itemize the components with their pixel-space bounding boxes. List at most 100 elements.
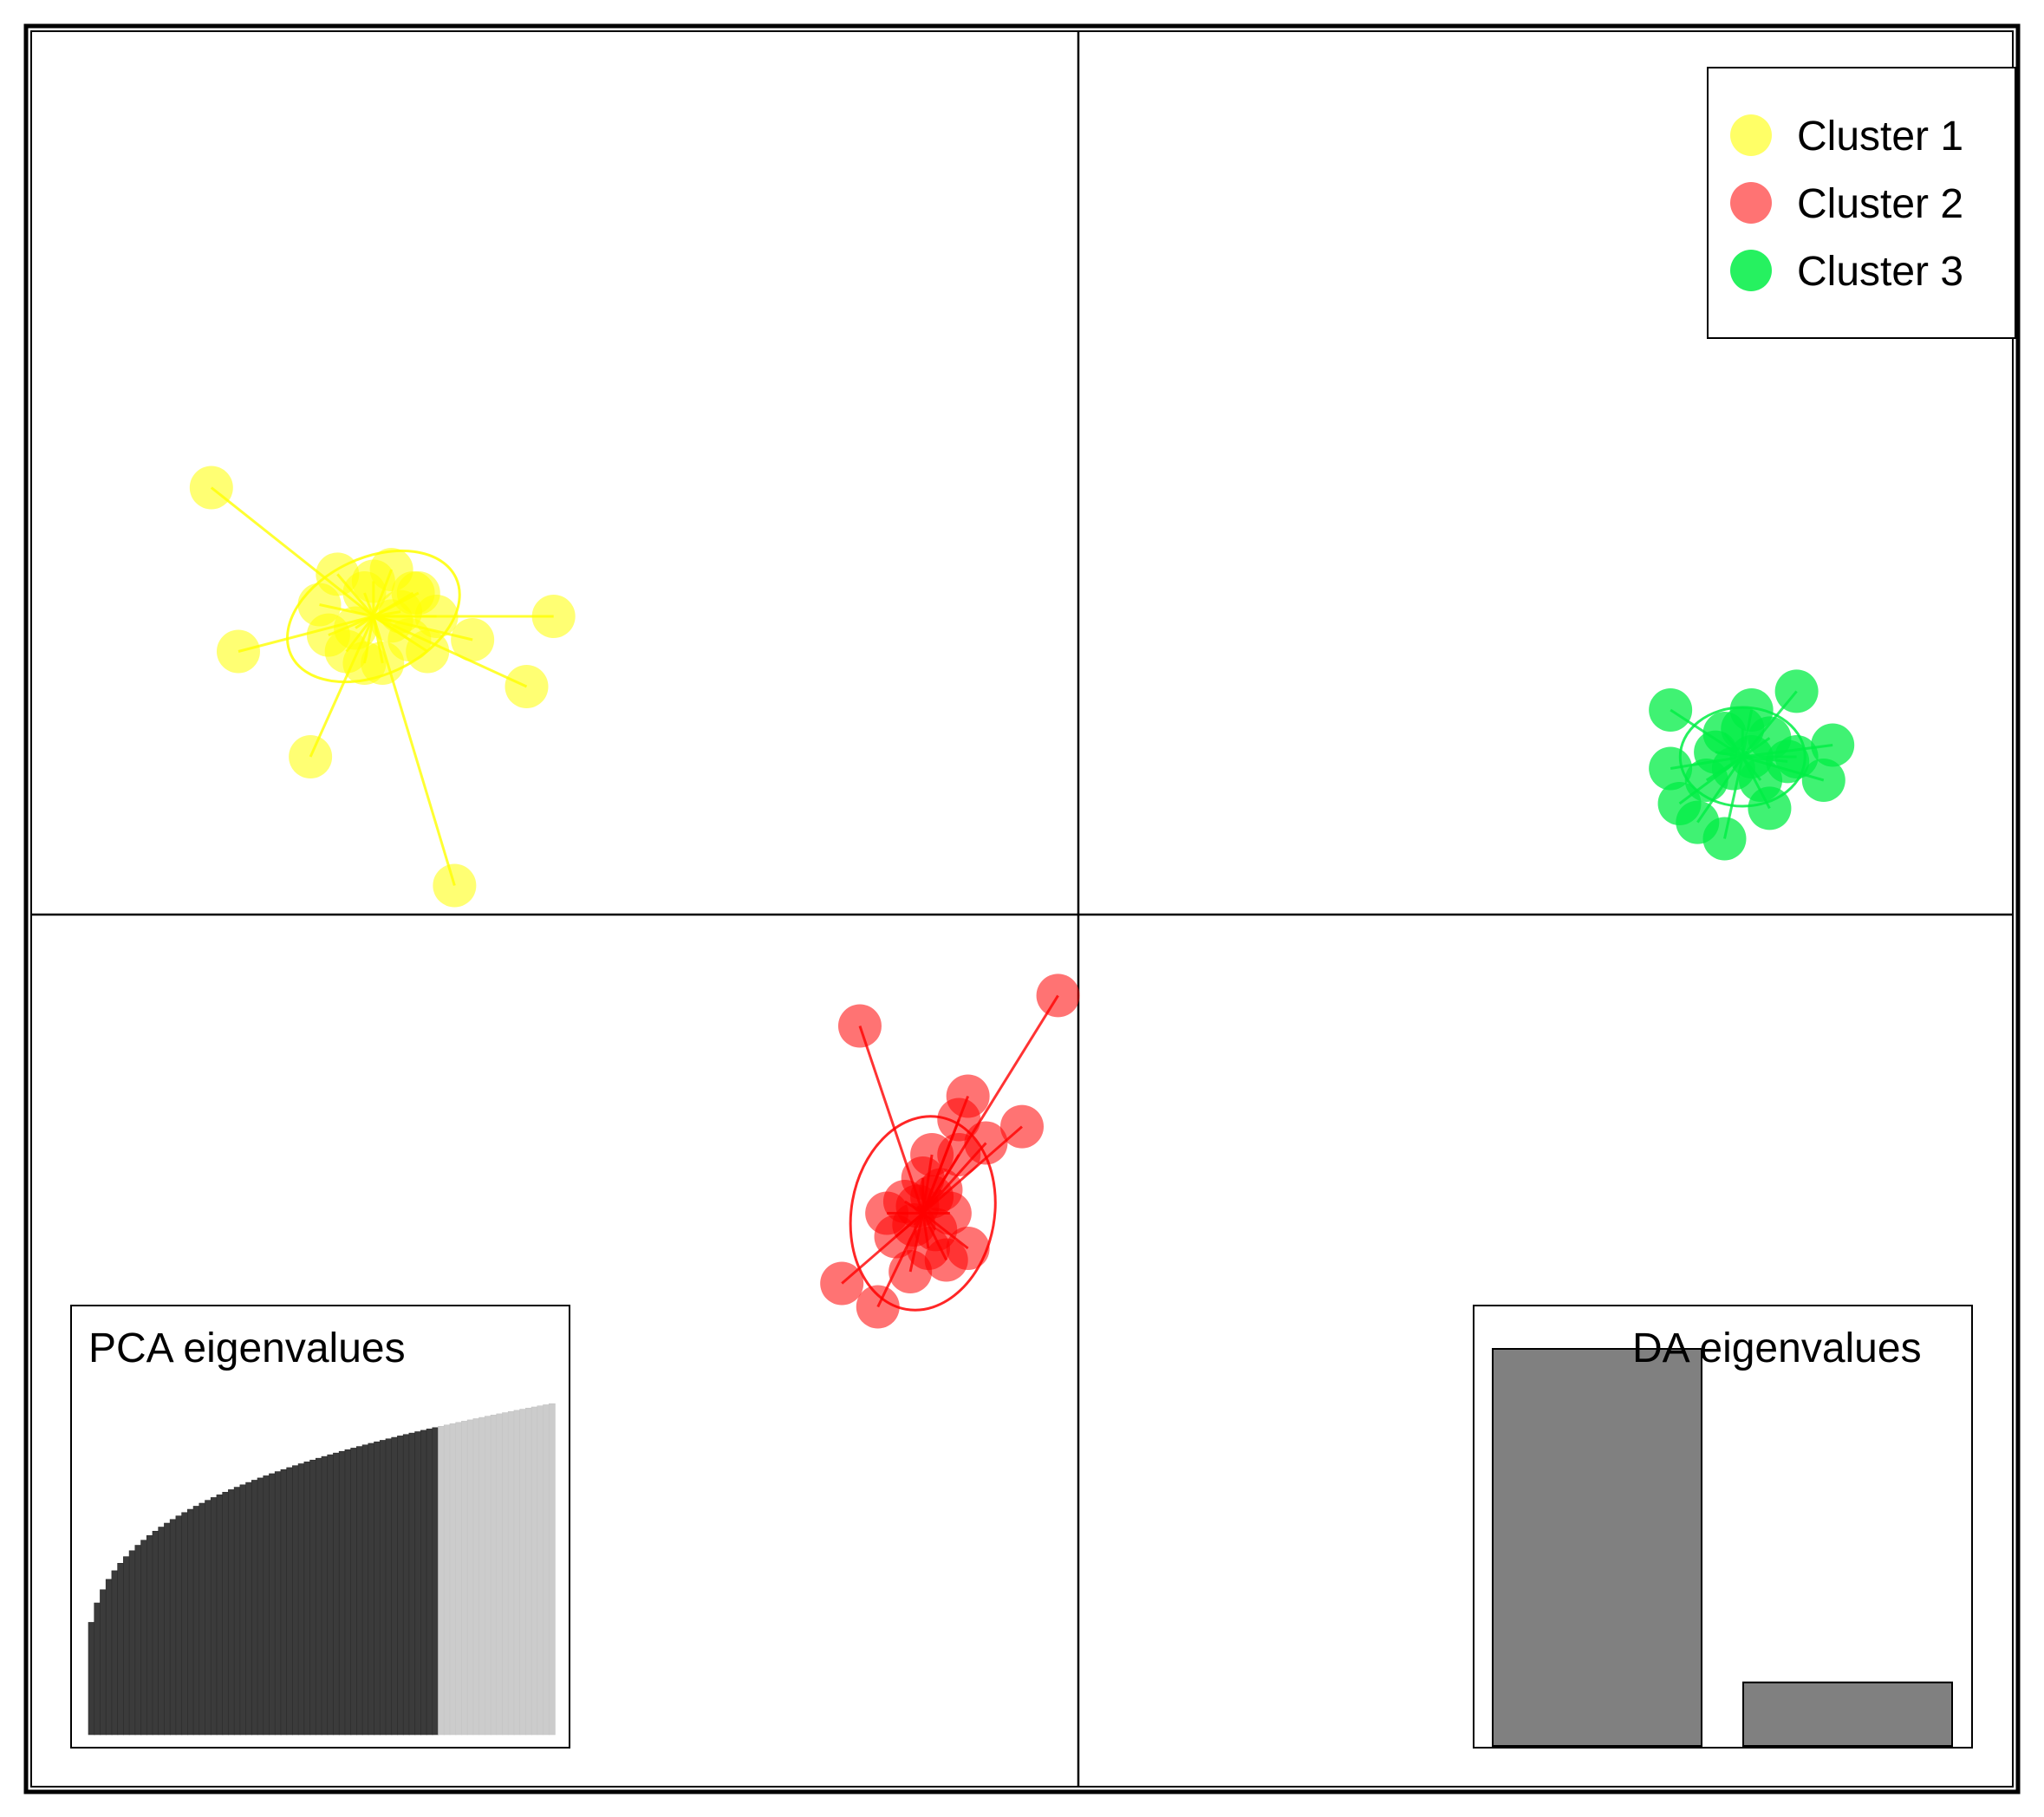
da-eigenvalue-bar bbox=[1492, 1348, 1702, 1747]
cluster-1-point bbox=[289, 735, 333, 778]
pca-eigenvalue-bar bbox=[507, 1410, 515, 1736]
pca-eigenvalue-bar bbox=[414, 1431, 422, 1736]
pca-eigenvalue-bar bbox=[205, 1500, 212, 1736]
pca-eigenvalue-bar bbox=[525, 1407, 532, 1736]
pca-eigenvalue-bar bbox=[117, 1562, 125, 1736]
pca-eigenvalue-bar bbox=[361, 1444, 369, 1736]
pca-eigenvalue-bar bbox=[513, 1410, 521, 1736]
legend-marker-cluster-1 bbox=[1730, 114, 1772, 156]
pca-eigenvalue-bar bbox=[356, 1446, 363, 1736]
pca-eigenvalue-bar bbox=[245, 1482, 253, 1736]
frame-inner bbox=[30, 30, 2014, 1788]
pca-eigenvalue-bar bbox=[251, 1480, 258, 1736]
pca-eigenvalue-bar bbox=[315, 1457, 322, 1736]
cluster-3-group bbox=[1649, 669, 1855, 861]
pca-eigenvalue-bar bbox=[94, 1602, 101, 1736]
pca-eigenvalue-bar bbox=[350, 1448, 358, 1736]
cluster-2-point bbox=[1036, 974, 1080, 1018]
pca-eigenvalue-bar bbox=[321, 1456, 329, 1736]
da-eigenvalue-bar bbox=[1742, 1681, 1953, 1747]
cluster-1-point bbox=[342, 641, 387, 685]
legend-marker-cluster-3 bbox=[1730, 250, 1772, 291]
cluster-3-point bbox=[1702, 817, 1747, 861]
pca-eigenvalue-bar bbox=[420, 1430, 427, 1736]
pca-eigenvalue-bar bbox=[466, 1419, 474, 1736]
cluster-3-point bbox=[1721, 707, 1765, 751]
cluster-1-group bbox=[189, 466, 576, 908]
pca-eigenvalue-bar bbox=[391, 1436, 399, 1736]
cluster-2-point bbox=[856, 1285, 900, 1329]
pca-eigenvalue-bar bbox=[175, 1515, 183, 1736]
pca-eigenvalue-bar bbox=[263, 1475, 270, 1736]
pca-eigenvalue-bar bbox=[228, 1489, 235, 1736]
pca-eigenvalue-bar bbox=[292, 1465, 299, 1736]
cluster-2-point bbox=[837, 1004, 882, 1048]
cluster-3-point bbox=[1684, 759, 1728, 802]
pca-eigenvalue-bar bbox=[134, 1545, 142, 1736]
pca-eigenvalue-bar bbox=[484, 1416, 491, 1736]
cluster-1-point bbox=[451, 618, 495, 661]
pca-eigenvalue-bar bbox=[368, 1443, 375, 1736]
pca-eigenvalue-bar bbox=[537, 1405, 544, 1736]
cluster-1-point bbox=[531, 595, 576, 638]
pca-eigenvalue-bar bbox=[438, 1425, 445, 1736]
pca-eigenvalue-bar bbox=[105, 1579, 113, 1736]
pca-eigenvalue-bar bbox=[333, 1452, 340, 1736]
pca-eigenvalue-bar bbox=[181, 1512, 189, 1736]
cluster-2-point bbox=[889, 1250, 933, 1293]
cluster-2-point bbox=[946, 1227, 990, 1270]
pca-eigenvalue-bar bbox=[455, 1422, 463, 1736]
pca-eigenvalue-bar bbox=[187, 1508, 194, 1736]
da-inset-title: DA eigenvalues bbox=[1632, 1325, 1922, 1371]
cluster-1-point bbox=[306, 613, 350, 657]
pca-eigenvalue-bar bbox=[502, 1412, 509, 1736]
pca-eigenvalue-bar bbox=[286, 1467, 294, 1736]
pca-eigenvalue-bar bbox=[111, 1570, 119, 1736]
legend: Cluster 1 Cluster 2 Cluster 3 bbox=[1707, 67, 2016, 339]
pca-eigenvalue-bar bbox=[309, 1459, 316, 1736]
pca-eigenvalue-bar bbox=[432, 1427, 439, 1736]
legend-label-cluster-3: Cluster 3 bbox=[1797, 249, 1963, 295]
da-eigenvalues-inset: DA eigenvalues bbox=[1473, 1305, 1973, 1749]
legend-label-cluster-1: Cluster 1 bbox=[1797, 114, 1963, 160]
pca-eigenvalue-bar bbox=[88, 1622, 95, 1736]
pca-eigenvalue-bar bbox=[402, 1434, 410, 1736]
cluster-3-point bbox=[1649, 746, 1693, 791]
pca-eigenvalue-bar bbox=[461, 1421, 468, 1736]
pca-eigenvalues-inset: PCA eigenvalues bbox=[70, 1305, 570, 1749]
cluster-1-point bbox=[406, 629, 450, 674]
pca-eigenvalue-bar bbox=[210, 1497, 218, 1736]
pca-eigenvalue-bar bbox=[374, 1441, 381, 1736]
cluster-3-point bbox=[1811, 723, 1855, 767]
pca-eigenvalue-bar bbox=[397, 1436, 404, 1736]
pca-eigenvalue-bar bbox=[100, 1589, 107, 1736]
cluster-1-point bbox=[504, 665, 549, 708]
pca-eigenvalue-bar bbox=[216, 1495, 224, 1736]
cluster-2-point bbox=[1000, 1104, 1044, 1149]
legend-label-cluster-2: Cluster 2 bbox=[1797, 181, 1963, 227]
pca-eigenvalue-bar bbox=[548, 1403, 556, 1736]
pca-eigenvalue-bar bbox=[199, 1502, 206, 1736]
pca-eigenvalue-bar bbox=[257, 1477, 264, 1736]
pca-eigenvalue-bar bbox=[303, 1462, 311, 1736]
cluster-1-point bbox=[433, 863, 477, 908]
cluster-2-point bbox=[820, 1261, 864, 1306]
cluster-2-point bbox=[914, 1208, 958, 1252]
pca-eigenvalue-bar bbox=[385, 1438, 393, 1736]
pca-eigenvalue-bar bbox=[297, 1463, 305, 1736]
cluster-1-point bbox=[189, 466, 233, 510]
pca-eigenvalue-bar bbox=[233, 1487, 241, 1736]
pca-eigenvalue-bar bbox=[164, 1522, 171, 1736]
pca-eigenvalue-bar bbox=[192, 1506, 200, 1736]
scatter-clusters bbox=[189, 466, 1855, 1329]
pca-eigenvalue-bar bbox=[123, 1556, 130, 1736]
pca-eigenvalue-bar bbox=[128, 1550, 136, 1736]
pca-eigenvalue-bar bbox=[449, 1423, 457, 1736]
pca-eigenvalue-bar bbox=[379, 1440, 387, 1736]
pca-eigenvalue-bar bbox=[490, 1414, 498, 1736]
pca-eigenvalue-bar bbox=[426, 1429, 433, 1736]
legend-marker-cluster-2 bbox=[1730, 182, 1772, 224]
pca-eigenvalue-bar bbox=[140, 1540, 147, 1736]
pca-eigenvalue-bar bbox=[222, 1492, 230, 1736]
